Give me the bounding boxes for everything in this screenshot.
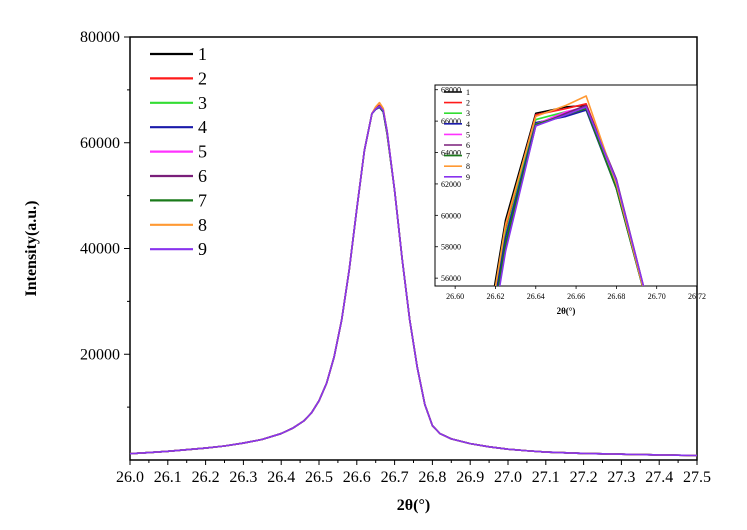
x-tick-label: 26.0 [116,469,144,486]
inset-x-axis-title: 2θ(°) [557,306,576,316]
x-tick-label: 27.5 [683,469,711,486]
y-tick-label: 80000 [80,29,120,46]
x-tick-label: 26.8 [418,469,446,486]
inset-legend-label-1: 1 [466,88,470,97]
main-series-group [129,101,698,457]
inset-x-tick-label: 26.64 [527,292,545,301]
inset-legend-label-2: 2 [466,99,470,108]
x-tick-label: 27.2 [570,469,598,486]
inset-x-tick-label: 26.60 [446,292,464,301]
x-tick-label: 26.5 [305,469,333,486]
inset-y-tick-label: 66000 [441,117,461,126]
inset-plot-frame [434,84,698,287]
legend-label-7: 7 [198,190,207,210]
x-tick-label: 26.2 [192,469,220,486]
x-tick-label: 27.0 [494,469,522,486]
inset-x-tick-label: 26.70 [648,292,666,301]
y-tick-label: 20000 [80,346,120,363]
inset-legend: 1 23 45 6 78 9 [444,88,470,182]
inset-y-tick-label: 68000 [441,86,461,95]
legend-label-2: 2 [198,68,207,88]
legend-label-8: 8 [198,215,207,235]
y-axis-title: Intensity(a.u.) [23,200,40,296]
inset-x-tick-label: 26.72 [688,292,706,301]
legend-label-4: 4 [198,117,207,137]
inset-y-tick-label: 62000 [441,180,461,189]
x-tick-label: 26.6 [343,469,371,486]
inset-x-tick-label: 26.68 [607,292,625,301]
inset-legend-label-4: 4 [466,120,470,129]
x-tick-label: 27.1 [532,469,560,486]
inset-legend-label-3: 3 [466,109,470,118]
inset-legend-label-7: 7 [466,152,470,161]
x-tick-label: 27.3 [607,469,635,486]
series-line-9 [129,105,698,457]
inset-y-tick-label: 58000 [441,243,461,252]
main-legend: 1 2 3 4 5 6 7 8 9 [150,44,207,259]
inset-legend-label-6: 6 [466,141,470,150]
inset-legend-label-8: 8 [466,162,470,171]
inset-series-line-9 [498,106,645,286]
x-tick-label: 26.9 [456,469,484,486]
inset-x-tick-label: 26.62 [486,292,504,301]
inset-y-tick-label: 60000 [441,211,461,220]
y-tick-label: 40000 [80,241,120,258]
y-tick-label: 60000 [80,135,120,152]
x-tick-label: 27.4 [645,469,673,486]
inset-y-tick-label: 56000 [441,274,461,283]
legend-label-5: 5 [198,142,207,162]
inset-plot: 26.60 26.62 26.64 26.66 26.68 26.70 26.7256000… [434,84,706,316]
x-tick-label: 26.3 [229,469,257,486]
legend-label-1: 1 [198,44,207,64]
inset-legend-label-5: 5 [466,130,470,139]
inset-y-tick-label: 64000 [441,149,461,158]
x-tick-label: 26.1 [154,469,182,486]
main-plot: 26.0 26.1 26.2 26.3 26.4 26.5 26.6 26.7 26.8 26.9… [23,29,711,514]
x-tick-label: 26.7 [381,469,409,486]
inset-legend-label-9: 9 [466,173,470,182]
x-axis-title: 2θ(°) [397,497,430,514]
inset-x-tick-label: 26.66 [567,292,585,301]
legend-label-6: 6 [198,166,207,186]
inset-series-group [493,95,645,286]
legend-label-3: 3 [198,93,207,113]
legend-label-9: 9 [198,239,207,259]
x-tick-label: 26.4 [267,469,295,486]
